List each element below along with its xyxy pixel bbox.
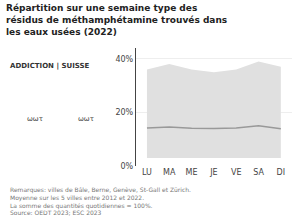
svg-text:20%: 20%	[115, 108, 133, 117]
svg-text:DI: DI	[277, 168, 286, 177]
svg-text:40%: 40%	[115, 55, 133, 64]
svg-text:MA: MA	[163, 168, 176, 177]
svg-text:VE: VE	[231, 168, 242, 177]
svg-text:SA: SA	[253, 168, 264, 177]
svg-text:Répartition sur une semaine ty: Répartition sur une semaine type desrési…	[6, 3, 227, 36]
svg-text:JE: JE	[209, 168, 217, 177]
svg-text:ADDICTION | SUISSE: ADDICTION | SUISSE	[10, 62, 89, 70]
svg-text:Remarques: villes de Bâle, Ber: Remarques: villes de Bâle, Berne, Genève…	[10, 186, 191, 216]
svg-text:ωωτ: ωωτ	[27, 115, 43, 123]
svg-text:ME: ME	[186, 168, 198, 177]
svg-text:ωωτ: ωωτ	[78, 115, 94, 123]
svg-text:LU: LU	[142, 168, 152, 177]
svg-text:0%: 0%	[120, 162, 133, 171]
